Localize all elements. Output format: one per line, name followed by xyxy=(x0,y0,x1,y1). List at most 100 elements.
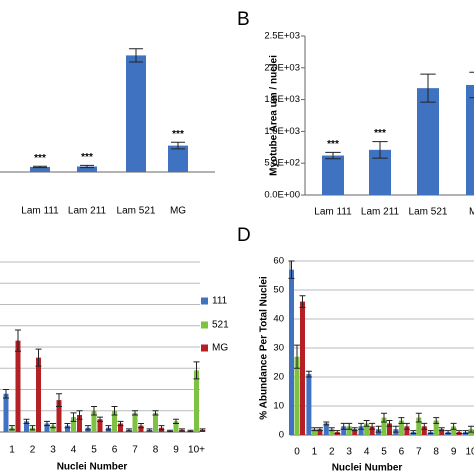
y-axis-title: Myotube Area um / nuclei xyxy=(269,55,280,176)
error-bar xyxy=(9,425,15,431)
error-bar xyxy=(334,430,341,435)
x-tick-label: 8 xyxy=(433,447,439,458)
bar xyxy=(173,421,179,432)
bar xyxy=(364,423,370,435)
bar xyxy=(322,155,344,195)
panel-label: D xyxy=(237,225,251,246)
y-tick-label: 10 xyxy=(273,401,284,412)
x-axis-title: Nuclei Number xyxy=(57,462,128,473)
bar xyxy=(91,410,97,432)
error-bar xyxy=(80,164,94,169)
x-tick-label: 5 xyxy=(381,447,387,458)
annotation: *** xyxy=(327,139,339,150)
bar xyxy=(421,426,427,435)
error-bar xyxy=(193,361,200,380)
y-tick-label: 0 xyxy=(279,430,284,441)
error-bar xyxy=(410,430,417,435)
error-bar xyxy=(44,420,50,427)
error-bar xyxy=(386,420,393,427)
y-tick-label: 2.5E+03 xyxy=(264,31,300,42)
error-bar xyxy=(299,295,306,308)
error-bar xyxy=(29,425,36,431)
x-tick-label: Lam 111 xyxy=(21,206,59,217)
annotation: *** xyxy=(374,128,386,139)
y-tick-label: 60 xyxy=(273,256,284,267)
y-tick-label: 20 xyxy=(273,372,284,383)
x-axis-title: Nuclei Number xyxy=(332,463,403,474)
bar xyxy=(387,423,392,435)
error-bar xyxy=(179,428,185,432)
error-bar xyxy=(456,430,463,435)
error-bar xyxy=(438,427,445,432)
x-tick-label: 1 xyxy=(9,445,15,456)
bar xyxy=(126,55,146,172)
error-bar xyxy=(111,406,118,416)
y-tick-label: 5.0E+02 xyxy=(264,158,300,169)
bar xyxy=(352,429,358,435)
error-bar xyxy=(171,141,185,150)
annotation: *** xyxy=(34,153,46,164)
bar xyxy=(369,426,375,435)
error-bar xyxy=(199,428,206,432)
error-bar xyxy=(415,412,422,423)
error-bar xyxy=(50,423,56,429)
error-bar xyxy=(433,417,440,424)
error-bar xyxy=(340,422,347,430)
x-tick-label: 9 xyxy=(451,447,457,458)
error-bar xyxy=(152,410,159,416)
error-bar xyxy=(117,420,124,427)
x-tick-label: 9 xyxy=(173,445,179,456)
error-bar xyxy=(421,422,428,430)
error-bar xyxy=(288,260,295,279)
error-bar xyxy=(187,429,194,433)
bar xyxy=(311,429,317,435)
y-tick-label: 0.0E+00 xyxy=(264,190,300,201)
bar xyxy=(433,420,439,435)
y-tick-label: 1.0E+03 xyxy=(264,126,300,137)
error-bar xyxy=(323,421,330,426)
error-bar xyxy=(76,410,83,420)
x-tick-label: Lam 521 xyxy=(117,206,156,217)
x-tick-label: 3 xyxy=(50,445,56,456)
legend-label: 111 xyxy=(212,296,228,307)
legend-label: MG xyxy=(212,343,228,354)
x-tick-label: 3 xyxy=(346,447,352,458)
error-bar xyxy=(294,344,300,369)
bar xyxy=(24,421,29,432)
error-bar xyxy=(375,425,382,433)
error-bar xyxy=(91,406,97,416)
bar xyxy=(3,393,9,432)
error-bar xyxy=(64,423,71,429)
error-bar xyxy=(398,417,405,424)
x-tick-label: 7 xyxy=(416,447,422,458)
bar xyxy=(317,429,323,435)
bar xyxy=(346,426,352,435)
x-tick-label: 4 xyxy=(71,445,77,456)
error-bar xyxy=(173,418,179,424)
bar xyxy=(323,423,329,435)
error-bar xyxy=(363,420,370,427)
bar xyxy=(451,426,457,435)
x-tick-label: 0 xyxy=(294,447,300,458)
legend-swatch xyxy=(201,297,208,305)
bar xyxy=(466,84,474,195)
bar xyxy=(416,417,422,435)
error-bar xyxy=(450,422,457,430)
x-tick-label: 6 xyxy=(112,445,118,456)
error-bar xyxy=(445,430,452,435)
error-bar xyxy=(420,73,436,103)
error-bar xyxy=(35,348,42,367)
error-bar xyxy=(427,430,434,435)
bar xyxy=(132,412,138,432)
error-bar xyxy=(23,418,30,424)
annotation: *** xyxy=(81,152,93,163)
bar xyxy=(71,417,76,432)
x-tick-label: Lam 211 xyxy=(68,206,107,217)
legend-swatch xyxy=(201,321,208,329)
bar xyxy=(306,374,312,435)
error-bar xyxy=(316,427,323,432)
x-tick-label: 10 xyxy=(465,447,474,458)
error-bar xyxy=(369,422,376,430)
